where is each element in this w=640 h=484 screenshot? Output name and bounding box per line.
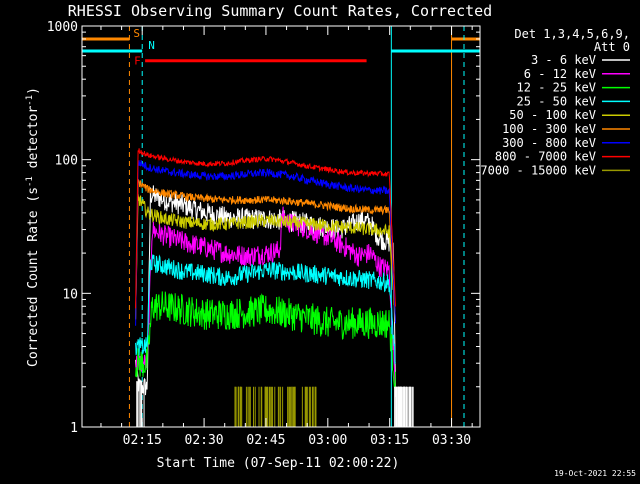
y-axis-label-mid: detector	[26, 106, 41, 177]
y-tick-label: 100	[55, 154, 78, 169]
footer-timestamp: 19-Oct-2021 22:55	[554, 469, 636, 478]
legend-header-attenuator: Att 0	[594, 40, 630, 54]
legend-label-5: 50 - 100 keV	[509, 108, 596, 122]
legend-header-detectors: Det 1,3,4,5,6,9,	[514, 27, 630, 41]
x-axis-label: Start Time (07-Sep-11 02:00:22)	[157, 456, 400, 471]
legend-label-6: 100 - 300 keV	[502, 122, 596, 136]
chart-title: RHESSI Observing Summary Count Rates, Co…	[68, 2, 492, 20]
saa-flag-label: S	[133, 27, 140, 40]
y-tick-label: 1	[70, 421, 78, 436]
legend-label-1: 3 - 6 keV	[531, 53, 596, 67]
legend-label-7: 300 - 800 keV	[502, 136, 596, 150]
y-axis-label-main: Corrected Count Rate (s	[26, 187, 41, 367]
x-tick-label: 03:30	[432, 433, 471, 448]
y-tick-label: 1000	[47, 20, 78, 35]
x-tick-label: 03:15	[370, 433, 409, 448]
y-axis-label: Corrected Count Rate (s-1 detector-1)	[25, 87, 41, 367]
y-tick-label: 10	[62, 287, 78, 302]
legend-label-8: 800 - 7000 keV	[495, 150, 596, 164]
x-tick-label: 02:30	[185, 433, 224, 448]
y-axis-label-sup1: -1	[25, 176, 35, 187]
night-flag-label: N	[148, 39, 155, 52]
flare-flag-label: F	[134, 55, 141, 68]
plot-frame	[81, 25, 481, 428]
y-axis-label-sup2: -1	[25, 95, 35, 106]
series-line-7	[135, 159, 396, 326]
legend-label-9: 7000 - 15000 keV	[480, 163, 596, 177]
axes: 1000 100 10 1 02:15 02:30 02:45 03:00 03:15 03:30	[47, 20, 481, 448]
series-line-8	[135, 148, 396, 309]
series-line-5	[135, 194, 396, 323]
x-tick-label: 02:15	[123, 433, 162, 448]
y-axis-label-end: )	[26, 87, 41, 95]
legend-label-2: 6 - 12 keV	[524, 67, 596, 81]
plot-area: SNF	[82, 26, 480, 427]
legend-label-3: 12 - 25 keV	[517, 81, 596, 95]
series-line-4	[135, 254, 396, 366]
series-line-6	[135, 178, 396, 321]
series-line-3	[135, 291, 396, 391]
x-tick-label: 03:00	[308, 433, 347, 448]
series-line-2	[135, 206, 396, 389]
x-tick-label: 02:45	[246, 433, 285, 448]
series-line-1	[135, 185, 396, 397]
legend-label-4: 25 - 50 keV	[517, 94, 596, 108]
